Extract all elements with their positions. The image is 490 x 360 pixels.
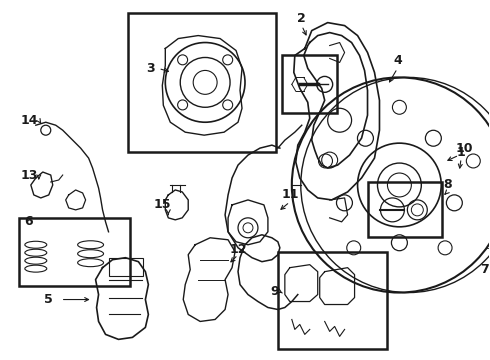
Text: 13: 13	[20, 168, 38, 181]
Text: 12: 12	[229, 243, 247, 256]
Text: 3: 3	[146, 62, 155, 75]
Bar	[282, 55, 337, 113]
Text: 5: 5	[45, 293, 53, 306]
Text: 8: 8	[443, 179, 451, 192]
Text: 10: 10	[455, 141, 473, 155]
Text: 15: 15	[153, 198, 171, 211]
Bar	[128, 13, 276, 152]
Text: 2: 2	[297, 12, 306, 25]
Text: 6: 6	[24, 215, 33, 228]
Bar	[278, 252, 388, 349]
Text: 1: 1	[457, 145, 465, 159]
Text: 11: 11	[281, 188, 298, 202]
Bar	[19, 218, 130, 285]
Text: 9: 9	[270, 285, 279, 298]
Bar	[108, 258, 144, 276]
Text: 4: 4	[393, 54, 402, 67]
Text: 7: 7	[480, 263, 489, 276]
Text: 14: 14	[20, 114, 38, 127]
Bar	[368, 182, 442, 237]
